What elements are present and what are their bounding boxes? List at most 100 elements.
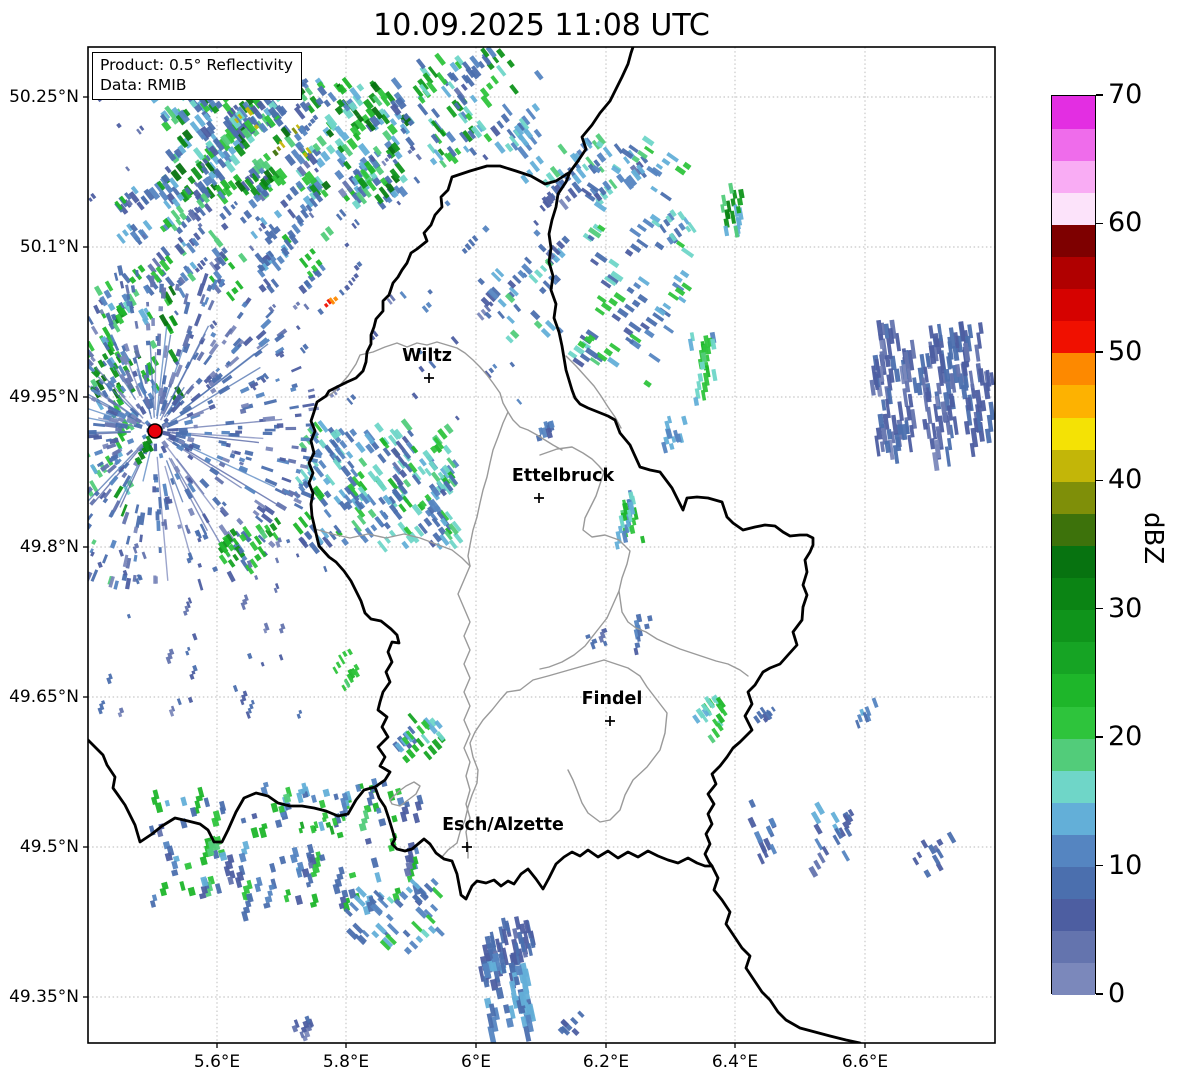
echo-cluster-radar-green-blob xyxy=(134,435,155,466)
city-label: Wiltz xyxy=(402,346,452,366)
colorbar-tick xyxy=(1096,222,1103,225)
colorbar-segment xyxy=(1052,320,1095,354)
district-borders xyxy=(314,341,749,859)
y-tick-label: 49.5°N xyxy=(19,837,79,857)
luxembourg-border xyxy=(307,164,815,901)
echo-cluster-top-center-streaks xyxy=(412,47,544,185)
echo-cluster-se-streak-1 xyxy=(747,799,778,865)
echo-cluster-se-streak-2 xyxy=(808,801,855,878)
echo-cluster-sw-diagonals xyxy=(343,877,445,955)
colorbar-segment xyxy=(1052,384,1095,418)
echo-cluster-south-streak xyxy=(557,1010,585,1037)
city-label: Esch/Alzette xyxy=(442,815,564,835)
echo-cluster-bottom-dot xyxy=(291,1015,315,1042)
neighbor-border xyxy=(710,864,862,1043)
echo-cluster-east-dash xyxy=(855,697,879,729)
echo-cluster-ne-border-scatter xyxy=(567,135,695,388)
echo-cluster-ne-green-pair xyxy=(687,331,718,407)
gridlines xyxy=(88,47,995,1043)
city-marker-icon xyxy=(534,493,544,503)
colorbar-segment xyxy=(1052,256,1095,290)
colorbar-segment xyxy=(1052,128,1095,161)
colorbar-tick xyxy=(1096,607,1103,610)
colorbar-segment xyxy=(1052,224,1095,258)
radar-site-marker xyxy=(147,423,163,439)
echo-cluster-east-edge-cluster xyxy=(869,319,995,472)
echo-cluster-nw-sparse xyxy=(88,68,425,399)
colorbar-segment xyxy=(1052,706,1095,739)
city-marker-icon xyxy=(605,716,615,726)
echo-cluster-top-center-east xyxy=(541,133,649,211)
echo-cluster-ne-cluster-2 xyxy=(658,209,697,245)
colorbar-segment xyxy=(1052,930,1095,964)
colorbar-segment xyxy=(1052,288,1095,322)
echo-cluster-ettelbruck-streak xyxy=(614,489,646,550)
colorbar-segment xyxy=(1052,834,1095,868)
colorbar-tick-label: 50 xyxy=(1108,335,1143,367)
x-tick-label: 6.6°E xyxy=(841,1052,889,1072)
y-tick-label: 49.35°N xyxy=(9,987,79,1007)
colorbar-segment xyxy=(1052,673,1095,707)
reflectivity-echoes xyxy=(88,47,995,1043)
colorbar-tick xyxy=(1096,94,1103,96)
figure-title: 10.09.2025 11:08 UTC xyxy=(373,8,710,43)
x-tick-label: 6.4°E xyxy=(711,1052,759,1072)
colorbar-axis-label: dBZ xyxy=(1138,512,1168,565)
colorbar-segment xyxy=(1052,513,1095,546)
x-tick-label: 5.8°E xyxy=(322,1052,370,1072)
colorbar-tick xyxy=(1096,351,1103,353)
x-tick-label: 6°E xyxy=(460,1052,492,1072)
colorbar-segment xyxy=(1052,449,1095,482)
colorbar-tick xyxy=(1096,736,1103,738)
x-tick-label: 5.6°E xyxy=(193,1052,241,1072)
colorbar-segment xyxy=(1052,738,1095,771)
colorbar-tick-label: 10 xyxy=(1108,849,1143,881)
echo-cluster-sw-of-radar-greens xyxy=(217,517,282,575)
y-tick-label: 49.8°N xyxy=(19,537,79,557)
colorbar-tick-label: 60 xyxy=(1108,207,1143,239)
colorbar-tick xyxy=(1096,864,1103,867)
echo-cluster-center-dashes xyxy=(585,627,608,650)
colorbar-segment xyxy=(1052,866,1095,900)
echo-cluster-ne-green-bar xyxy=(720,182,745,238)
echo-cluster-esch-greens xyxy=(298,811,346,835)
y-tick-label: 49.65°N xyxy=(9,687,79,707)
x-tick-label: 6.2°E xyxy=(582,1052,630,1072)
colorbar-tick-label: 40 xyxy=(1108,464,1143,496)
colorbar-segment xyxy=(1052,641,1095,675)
echo-cluster-findel-streak xyxy=(692,694,728,744)
colorbar-segment xyxy=(1052,962,1095,996)
echo-cluster-green-streak-west xyxy=(332,648,361,692)
colorbar-segment xyxy=(1052,770,1095,803)
colorbar-segment xyxy=(1052,160,1095,193)
y-tick-label: 49.95°N xyxy=(9,387,79,407)
city-marker-icon xyxy=(462,842,472,852)
colorbar-segment xyxy=(1052,352,1095,386)
echo-cluster-east-mid-streak xyxy=(661,415,688,454)
colorbar-tick-label: 0 xyxy=(1108,978,1126,1009)
y-tick-label: 50.1°N xyxy=(19,237,79,257)
colorbar-segment xyxy=(1052,545,1095,579)
plot-frame xyxy=(87,46,996,1044)
y-tick-label: 50.25°N xyxy=(9,87,79,107)
echo-cluster-sw-cluster xyxy=(148,777,424,922)
echo-cluster-north-center-scatter xyxy=(477,225,570,344)
country-borders xyxy=(88,47,862,1043)
echo-cluster-wiltz-band xyxy=(292,418,464,555)
echo-cluster-nw-band-fringe xyxy=(114,185,335,302)
colorbar-tick-label: 20 xyxy=(1108,721,1143,753)
echo-cluster-findel-dashes xyxy=(753,706,776,724)
colorbar-segment xyxy=(1052,417,1095,450)
data-source-line: Data: RMIB xyxy=(100,76,187,94)
city-marker-icon xyxy=(424,373,434,383)
echo-cluster-south-blob-lower xyxy=(482,952,537,1043)
colorbar-tick xyxy=(1096,993,1103,995)
echo-cluster-nw-storm-band xyxy=(146,76,415,213)
colorbar-segment xyxy=(1052,192,1095,225)
colorbar-segment xyxy=(1052,609,1095,643)
axis-ticks xyxy=(83,96,866,1048)
colorbar-tick-label: 70 xyxy=(1108,79,1143,110)
neighbor-border xyxy=(568,47,635,174)
